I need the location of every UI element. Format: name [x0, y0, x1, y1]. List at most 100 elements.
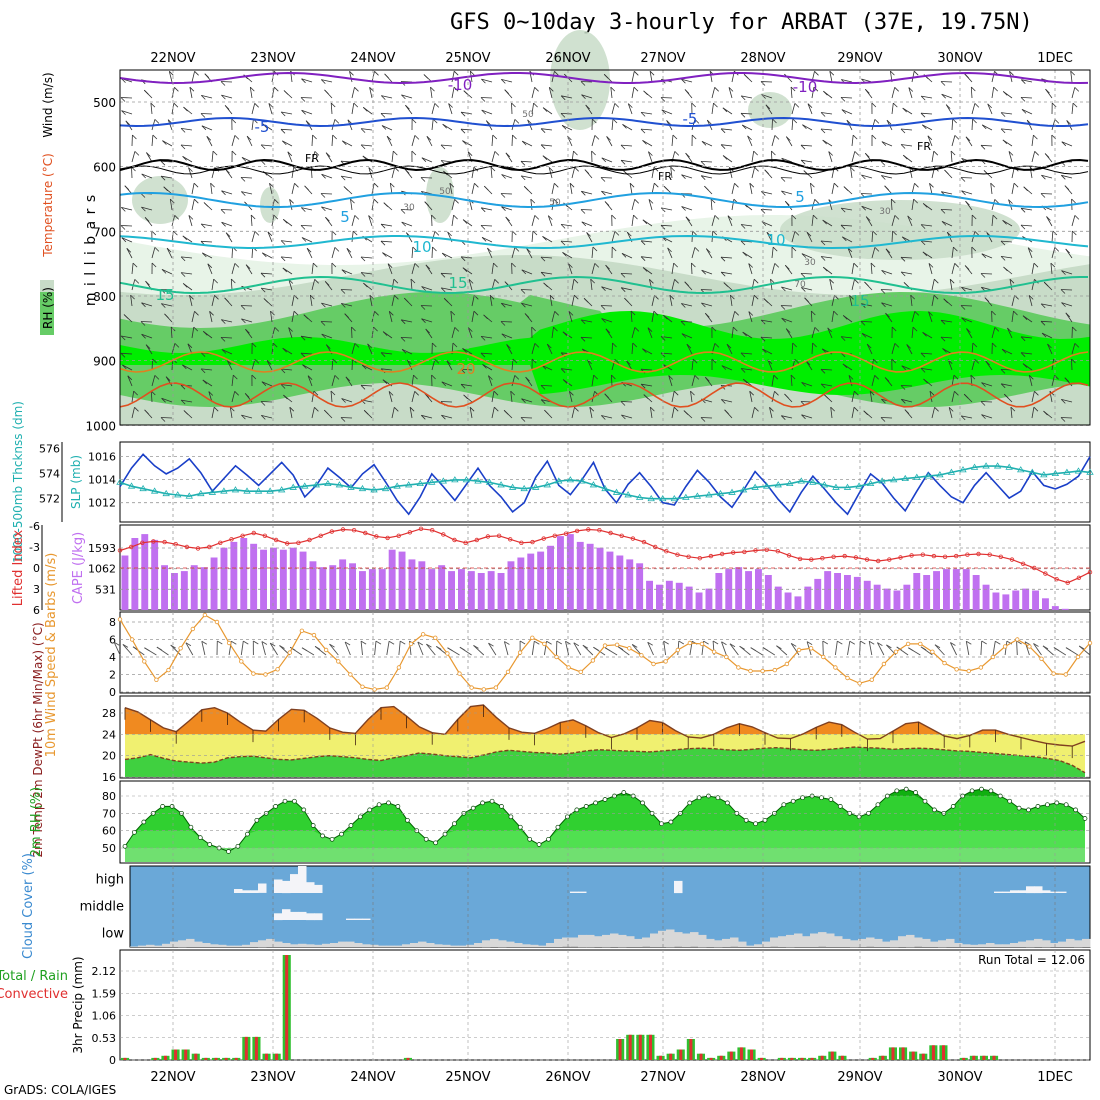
wind-barb-flag [965, 200, 970, 206]
wind-barb-flag [681, 78, 686, 84]
wind-barb [501, 206, 513, 211]
wind-barb [822, 219, 833, 227]
thickness-marker [127, 482, 136, 489]
wind-barb [877, 642, 885, 656]
wind-barb-flag [520, 161, 526, 166]
lifted-index-marker [430, 528, 435, 533]
wind-barb-flag [705, 377, 710, 382]
wind-barb-flag [526, 248, 531, 253]
wind-barb-flag [940, 320, 946, 325]
cloud-low-cell [202, 943, 211, 947]
wind-barb [561, 368, 573, 371]
wind-barb [488, 375, 493, 387]
wind-barb-flag [421, 157, 427, 162]
wind-barb [1001, 383, 1013, 387]
wind-barb [371, 183, 375, 195]
wind-barb-flag [463, 394, 468, 400]
wind-barb-flag [270, 310, 275, 316]
cape-bar [1022, 588, 1030, 610]
wind-barb [321, 333, 333, 339]
wind-barb-flag [573, 278, 579, 284]
wind-barb [606, 136, 613, 147]
wind-barb [573, 642, 582, 656]
wind-barb-flag [182, 364, 187, 370]
contour-label: -10 [448, 76, 473, 94]
cape-bar [378, 569, 386, 610]
wind-barb-flag [632, 342, 638, 348]
wind-barb-flag [580, 209, 586, 214]
cloud-low-cell [242, 944, 251, 947]
contour-label: 20 [456, 360, 475, 378]
wind-barb [800, 144, 813, 147]
wind-barb-flag [300, 335, 306, 341]
wind-barb-flag [601, 286, 606, 291]
wind-barb [851, 151, 856, 163]
wind-barb [1021, 109, 1033, 115]
precip-conv-bar [123, 1057, 127, 1060]
wind-barb [961, 190, 973, 195]
wind-barb-flag [130, 294, 135, 300]
wind-barb [871, 375, 876, 387]
rh2m-marker [668, 819, 674, 825]
wind-barb-flag [404, 297, 409, 303]
wind-barb [1011, 183, 1015, 195]
wind-barb-flag [781, 190, 786, 196]
wind-speed-marker [457, 671, 462, 676]
wind-barb-flag [382, 331, 388, 336]
wind-barb [170, 644, 181, 656]
wind-barb-flag [600, 305, 606, 310]
wind-barb [767, 359, 773, 371]
wind-barb [1000, 369, 1013, 371]
wind-barb-flag [611, 214, 616, 220]
wind-barb-flag [840, 352, 846, 358]
cloud-low-cell [970, 944, 979, 947]
wind-barb-flag [801, 253, 807, 258]
wind-barb [511, 119, 516, 131]
wind-barb-flag [514, 375, 520, 380]
wind-speed-marker [566, 665, 571, 670]
wind-barb [631, 71, 635, 83]
wind-barb-flag [448, 103, 453, 108]
precip-conv-bar [214, 1057, 218, 1060]
wind-barb [188, 215, 193, 227]
wind-barb [442, 252, 453, 259]
wind-barb-flag [320, 321, 326, 326]
cloud-low-cell [250, 942, 259, 947]
wind-barb-flag [1070, 70, 1075, 76]
wind-barb-flag [568, 263, 573, 268]
wind-barb-flag [700, 417, 706, 422]
wind-barb-flag [583, 298, 589, 303]
cloud-middle-cell [346, 918, 355, 920]
wind-barb-flag [812, 342, 817, 348]
wind-barb-flag [546, 640, 552, 645]
wind-barb [828, 151, 833, 163]
wind-barb [721, 641, 727, 656]
cloud-low-cell [698, 934, 707, 948]
wind-barb-flag [705, 313, 710, 318]
wind-barb [1007, 327, 1013, 339]
lifted-index-marker [530, 539, 535, 545]
wind-barb-flag [144, 217, 150, 222]
wind-barb-flag [769, 407, 774, 412]
wind-barb-flag [861, 333, 867, 338]
dewpoint-line [124, 746, 1086, 774]
wind-barb [781, 317, 793, 323]
wind-barb-flag [1065, 248, 1070, 254]
wind-barb-flag [714, 343, 720, 348]
wind-barb-flag [674, 151, 680, 156]
wind-barb [847, 641, 851, 656]
wind-barb [610, 87, 613, 99]
wind-barb-flag [449, 182, 455, 188]
cape-bar [665, 580, 673, 610]
wind-barb-flag [217, 640, 223, 645]
wind-barb-flag [922, 332, 927, 337]
thickness-marker [404, 481, 413, 488]
wind-barb-flag [904, 409, 910, 414]
wind-barb [921, 240, 933, 243]
rh2m-marker [1063, 802, 1069, 808]
wind-barb [791, 342, 794, 355]
wind-barb-flag [849, 640, 856, 645]
wind-barb-flag [1040, 303, 1046, 309]
wind-barb-flag [1020, 208, 1026, 213]
cloud-low-cell [802, 936, 811, 947]
